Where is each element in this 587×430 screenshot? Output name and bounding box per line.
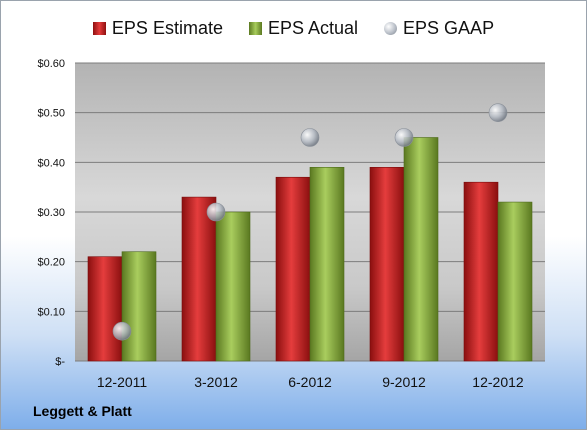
y-tick-label: $0.40 [37, 157, 65, 169]
bar-eps-actual [215, 211, 251, 362]
legend-item-eps-gaap: EPS GAAP [384, 18, 494, 39]
y-tick-label: $0.50 [37, 108, 65, 120]
legend-label-eps-gaap: EPS GAAP [403, 18, 495, 38]
x-tick-label: 12-2011 [97, 374, 148, 390]
eps-gaap-swatch [384, 22, 398, 35]
legend-item-eps-estimate: EPS Estimate [92, 18, 223, 39]
eps-actual-swatch [248, 22, 262, 35]
bar-eps-estimate [181, 196, 217, 362]
legend-label-eps-estimate: EPS Estimate [111, 18, 223, 38]
bar-eps-estimate [275, 176, 311, 362]
point-eps-gaap [206, 202, 226, 222]
point-eps-gaap [112, 321, 132, 341]
bar-eps-estimate [87, 256, 123, 362]
bar-eps-estimate [463, 181, 499, 362]
y-tick-label: $0.20 [37, 257, 65, 269]
x-tick-label: 12-2012 [472, 374, 524, 390]
x-tick-label: 6-2012 [288, 374, 332, 390]
x-tick-label: 3-2012 [194, 374, 238, 390]
legend-item-eps-actual: EPS Actual [248, 18, 359, 39]
bar-eps-actual [403, 137, 439, 362]
company-name: Leggett & Platt [33, 403, 132, 419]
point-eps-gaap [488, 103, 508, 122]
legend: EPS Estimate EPS Actual EPS GAAP [1, 18, 586, 39]
bar-eps-actual [309, 167, 345, 362]
x-tick-label: 9-2012 [382, 374, 426, 390]
point-eps-gaap [300, 128, 320, 147]
point-eps-gaap [394, 128, 414, 147]
y-tick-label: $0.10 [37, 306, 65, 318]
eps-estimate-swatch [92, 22, 106, 35]
y-tick-label: $0.30 [37, 207, 65, 219]
y-tick-label: $0.60 [37, 58, 65, 70]
y-tick-label: $- [55, 356, 65, 368]
bar-eps-actual [497, 201, 533, 362]
bar-eps-estimate [369, 167, 405, 362]
bar-eps-actual [121, 251, 157, 362]
legend-label-eps-actual: EPS Actual [267, 18, 359, 38]
